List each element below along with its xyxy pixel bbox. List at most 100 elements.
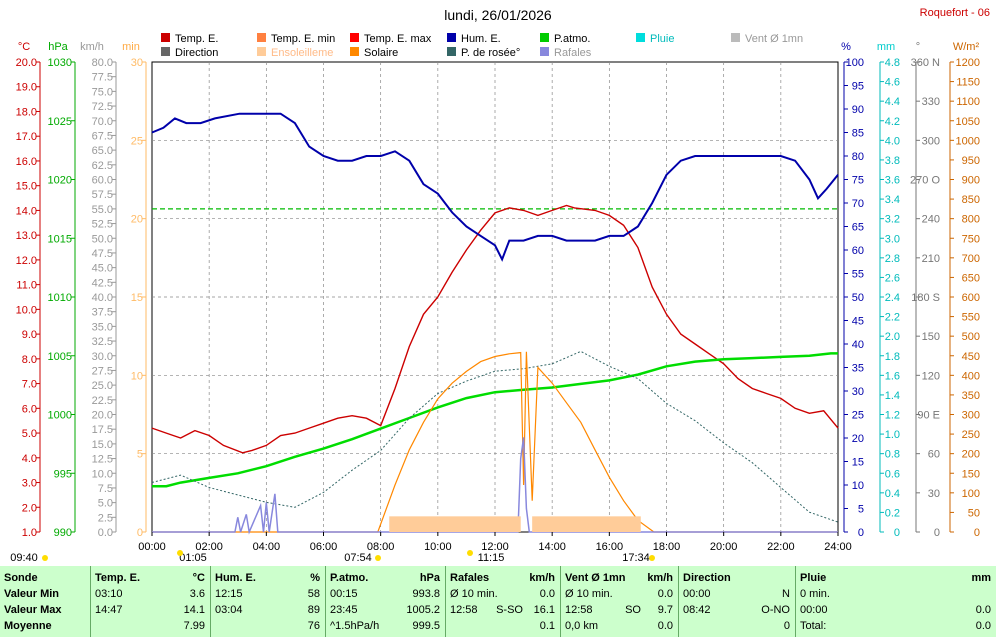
cell-value: 89 bbox=[307, 604, 320, 616]
summary-cell: 00:00 N bbox=[683, 588, 792, 603]
tick-wind: 20.0 bbox=[92, 410, 113, 422]
summary-cell: Moyenne bbox=[4, 620, 86, 635]
tick-dir: 360 N bbox=[911, 57, 940, 69]
header-label: Temp. E. bbox=[95, 572, 141, 584]
summary-header: Temp. E. °C bbox=[95, 572, 207, 587]
cell-time: Ø 10 min. bbox=[565, 588, 613, 600]
header-label: Direction bbox=[683, 572, 731, 584]
legend-swatch bbox=[257, 47, 266, 56]
x-tick-label: 24:00 bbox=[824, 541, 852, 553]
legend-label: Vent Ø 1mn bbox=[745, 33, 803, 45]
tick-dir: 240 bbox=[922, 214, 940, 226]
tick-wind: 15.0 bbox=[92, 439, 113, 451]
tick-hum: 35 bbox=[852, 363, 864, 375]
summary-col: Direction 00:00 N 08:42 O-NO 0 bbox=[678, 566, 796, 637]
tick-solar: 350 bbox=[962, 390, 980, 402]
tick-temp: 11.0 bbox=[16, 280, 37, 292]
tick-rain: 4.4 bbox=[885, 96, 900, 108]
cell-value: 999.5 bbox=[412, 620, 440, 632]
legend-label: Ensoleilleme bbox=[271, 47, 333, 59]
summary-col: P.atmo. hPa 00:15 993.8 23:45 1005.2 ^1.5hPa/h… bbox=[325, 566, 446, 637]
legend-label: Direction bbox=[175, 47, 218, 59]
tick-press: 1000 bbox=[48, 410, 72, 422]
summary-table: Sonde Valeur Min Valeur Max Moyenne Temp. E.… bbox=[0, 566, 996, 637]
tick-hum: 55 bbox=[852, 269, 864, 281]
summary-header: Sonde bbox=[4, 572, 86, 587]
unit-label-hum: % bbox=[841, 41, 851, 53]
tick-rain: 3.4 bbox=[885, 194, 900, 206]
header-unit: hPa bbox=[419, 572, 440, 584]
tick-temp: 4.0 bbox=[22, 453, 37, 465]
tick-solar: 650 bbox=[962, 272, 980, 284]
legend-swatch bbox=[161, 47, 170, 56]
tick-rain: 2.8 bbox=[885, 253, 900, 265]
tick-rain: 3.0 bbox=[885, 233, 900, 245]
cell-time: Total: bbox=[800, 620, 827, 632]
cell-time: ^1.5hPa/h bbox=[330, 620, 380, 632]
series-solaire bbox=[152, 351, 838, 533]
tick-solar: 550 bbox=[962, 312, 980, 324]
cell-value: 7.99 bbox=[183, 620, 205, 632]
legend-swatch bbox=[161, 33, 170, 42]
unit-label-dir: ° bbox=[916, 41, 920, 53]
cell-value: 0 bbox=[783, 620, 790, 632]
tick-solar: 700 bbox=[962, 253, 980, 265]
cell-time: 08:42 bbox=[683, 604, 711, 616]
cell-value: 14.1 bbox=[183, 604, 205, 616]
cell-value: 0.0 bbox=[975, 620, 991, 632]
row-label: Valeur Min bbox=[4, 588, 60, 600]
legend-swatch bbox=[731, 33, 740, 42]
tick-hum: 45 bbox=[852, 316, 864, 328]
tick-rain: 4.2 bbox=[885, 116, 900, 128]
tick-solar: 200 bbox=[962, 449, 980, 461]
x-tick-label: 22:00 bbox=[767, 541, 795, 553]
tick-solar: 300 bbox=[962, 410, 980, 422]
cell-value: O-NO bbox=[761, 604, 790, 616]
tick-solar: 1100 bbox=[956, 96, 980, 108]
sunrise-time: 09:40 bbox=[10, 552, 38, 564]
tick-press: 990 bbox=[54, 527, 72, 539]
tick-hum: 40 bbox=[852, 339, 864, 351]
header-label: Sonde bbox=[4, 572, 38, 584]
tick-press: 1020 bbox=[48, 175, 72, 187]
tick-solar: 1200 bbox=[956, 57, 980, 69]
legend-label: Hum. E. bbox=[461, 33, 501, 45]
tick-rain: 3.6 bbox=[885, 175, 900, 187]
tick-min: 5 bbox=[137, 449, 143, 461]
cell-value: 1005.2 bbox=[406, 604, 440, 616]
series-temp-e- bbox=[151, 204, 839, 454]
cell-time: 23:45 bbox=[330, 604, 358, 616]
tick-dir: 300 bbox=[922, 135, 940, 147]
header-label: Pluie bbox=[800, 572, 827, 584]
tick-hum: 5 bbox=[858, 504, 864, 516]
tick-temp: 9.0 bbox=[22, 329, 37, 341]
tick-rain: 0.8 bbox=[885, 449, 900, 461]
tick-solar: 950 bbox=[962, 155, 980, 167]
tick-dir: 90 E bbox=[917, 410, 940, 422]
summary-header: P.atmo. hPa bbox=[330, 572, 442, 587]
tick-solar: 1000 bbox=[956, 135, 980, 147]
tick-hum: 25 bbox=[852, 410, 864, 422]
x-tick-label: 02:00 bbox=[195, 541, 223, 553]
sunset-time: 17:34 bbox=[622, 552, 650, 564]
cell-dir: S-SO bbox=[496, 604, 523, 616]
cell-value: 9.7 bbox=[657, 604, 673, 616]
legend-label: Rafales bbox=[554, 47, 592, 59]
tick-temp: 18.0 bbox=[16, 106, 37, 118]
tick-dir: 0 bbox=[934, 527, 940, 539]
tick-rain: 1.2 bbox=[885, 410, 900, 422]
tick-min: 30 bbox=[131, 57, 143, 69]
x-tick-label: 20:00 bbox=[710, 541, 738, 553]
station-name: Roquefort - 06 bbox=[920, 7, 990, 19]
tick-solar: 500 bbox=[962, 331, 980, 343]
grid bbox=[152, 62, 838, 532]
tick-hum: 85 bbox=[852, 128, 864, 140]
noon-time: 11:15 bbox=[478, 552, 505, 564]
tick-wind: 77.5 bbox=[92, 72, 113, 84]
tick-min: 10 bbox=[131, 370, 143, 382]
tick-dir: 30 bbox=[928, 488, 940, 500]
x-tick-label: 16:00 bbox=[596, 541, 624, 553]
tick-hum: 0 bbox=[858, 527, 864, 539]
tick-wind: 80.0 bbox=[92, 57, 113, 69]
tick-dir: 330 bbox=[922, 96, 940, 108]
